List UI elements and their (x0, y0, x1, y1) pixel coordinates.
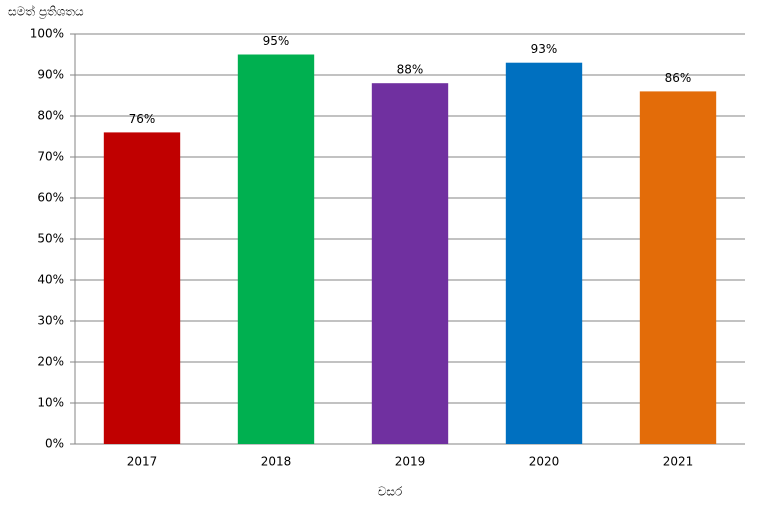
bar (505, 62, 583, 444)
x-tick-label: 2019 (395, 455, 426, 469)
data-label: 76% (129, 112, 156, 126)
y-tick-label: 70% (37, 150, 64, 164)
data-label: 95% (263, 34, 290, 48)
x-tick-label: 2021 (663, 455, 694, 469)
y-tick-label: 30% (37, 314, 64, 328)
bar (237, 54, 315, 444)
x-tick-label: 2020 (529, 455, 560, 469)
x-tick-label: 2018 (261, 455, 292, 469)
y-tick-label: 60% (37, 191, 64, 205)
y-tick-label: 90% (37, 68, 64, 82)
bar (103, 132, 181, 444)
y-tick-label: 50% (37, 232, 64, 246)
bar (371, 83, 449, 444)
y-tick-label: 40% (37, 273, 64, 287)
y-tick-label: 80% (37, 109, 64, 123)
bar (639, 91, 717, 445)
y-tick-label: 100% (30, 27, 64, 41)
y-tick-label: 0% (45, 437, 64, 451)
data-label: 93% (531, 42, 558, 56)
x-axis-label: වසර (378, 485, 403, 499)
y-tick-label: 10% (37, 396, 64, 410)
y-tick-label: 20% (37, 355, 64, 369)
data-label: 88% (397, 63, 424, 77)
y-axis-label: සමත් ප්‍රතිශතය (8, 4, 84, 19)
data-label: 86% (665, 71, 692, 85)
x-tick-label: 2017 (127, 455, 158, 469)
